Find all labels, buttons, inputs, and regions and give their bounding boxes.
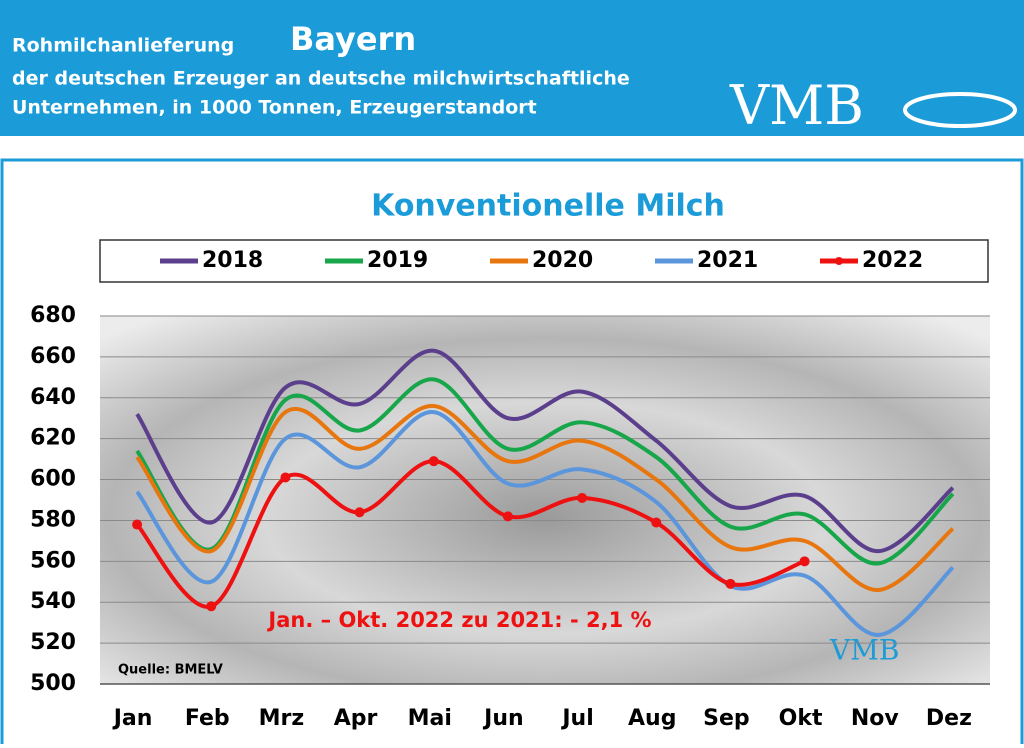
legend-marker xyxy=(835,257,843,265)
series-line xyxy=(135,348,955,554)
data-point xyxy=(799,556,810,567)
series-line xyxy=(135,403,955,592)
x-tick-label: Dez xyxy=(926,706,972,731)
logo-swirl xyxy=(903,92,1017,128)
watermark: VMB xyxy=(829,634,899,667)
x-tick-label: Aug xyxy=(628,706,676,731)
x-tick-label: Okt xyxy=(779,706,823,731)
series-line xyxy=(135,377,955,566)
series-line xyxy=(135,410,955,637)
data-point xyxy=(577,492,588,503)
legend-label: 2021 xyxy=(697,248,758,273)
y-tick-label: 600 xyxy=(30,467,76,492)
y-tick-label: 520 xyxy=(30,630,76,655)
chart-title: Konventionelle Milch xyxy=(371,189,725,224)
header-region: Bayern xyxy=(290,20,416,58)
source: Quelle: BMELV xyxy=(118,663,223,678)
y-tick-label: 500 xyxy=(30,671,76,696)
plot-area xyxy=(100,316,990,684)
header-line2: der deutschen Erzeuger an deutsche milch… xyxy=(12,68,630,90)
y-tick-label: 660 xyxy=(30,344,76,369)
x-tick-label: Jul xyxy=(560,706,593,731)
header-line1: Rohmilchanlieferung xyxy=(12,35,234,57)
x-tick-label: Jan xyxy=(112,706,153,731)
logo: VMB xyxy=(729,74,864,137)
y-tick-label: 540 xyxy=(30,589,76,614)
legend-label: 2019 xyxy=(367,248,428,273)
legend-label: 2018 xyxy=(202,248,263,273)
data-point xyxy=(428,456,439,467)
y-tick-label: 640 xyxy=(30,385,76,410)
y-tick-label: 560 xyxy=(30,548,76,573)
x-tick-label: Sep xyxy=(703,706,750,731)
x-tick-label: Nov xyxy=(851,706,900,731)
header-line3: Unternehmen, in 1000 Tonnen, Erzeugersta… xyxy=(12,97,537,119)
data-point xyxy=(725,578,736,589)
data-point xyxy=(651,517,662,528)
y-tick-label: 580 xyxy=(30,507,76,532)
chart-frame xyxy=(0,158,1024,748)
header-band xyxy=(0,0,1024,136)
legend-label: 2020 xyxy=(532,248,593,273)
x-tick-label: Mai xyxy=(408,706,452,731)
series-line xyxy=(135,459,806,609)
x-tick-label: Jun xyxy=(482,706,524,731)
data-point xyxy=(206,601,217,612)
data-point xyxy=(280,472,291,483)
annotation: Jan. – Okt. 2022 zu 2021: - 2,1 % xyxy=(266,608,651,632)
data-point xyxy=(354,507,365,518)
x-tick-label: Apr xyxy=(334,706,378,731)
x-tick-label: Mrz xyxy=(259,706,305,731)
data-point xyxy=(132,519,143,530)
y-tick-label: 680 xyxy=(30,303,76,328)
data-point xyxy=(502,511,513,522)
legend-label: 2022 xyxy=(862,248,923,273)
x-tick-label: Feb xyxy=(185,706,230,731)
y-tick-label: 620 xyxy=(30,426,76,451)
